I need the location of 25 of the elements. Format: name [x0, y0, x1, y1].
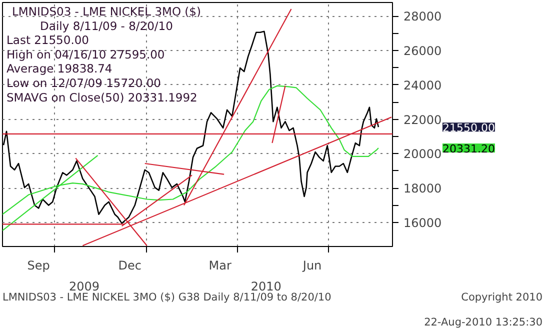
annotation: High on 04/16/10 27595.00 [6, 47, 165, 62]
annotation: Average 19838.74 [6, 62, 112, 76]
annotation: Last 21550.00 [6, 33, 89, 48]
text: LMNIDS03 - LME NICKEL 3MO ($) G38 Daily 8/11/09 to 8/20/10 [2, 292, 332, 304]
text: 21550.00 [442, 122, 495, 135]
text: 22-Aug-2010 13:25:30 [424, 316, 543, 328]
y-tick-label: 24000 [404, 78, 442, 92]
y-tick-label: 22000 [404, 112, 442, 127]
y-tick-label: 26000 [404, 44, 442, 58]
x-tick-label: Dec [118, 258, 142, 272]
annotation: Low on 12/07/09 15720.00 [6, 76, 161, 90]
text: 20331.20 [442, 142, 495, 156]
y-tick-label: 28000 [404, 10, 442, 24]
x-tick-label: Mar [208, 258, 232, 272]
y-tick-label: 20000 [404, 147, 442, 162]
y-tick-label: 16000 [404, 216, 442, 230]
y-tick-label: 18000 [404, 182, 442, 196]
text: Copyright 2010 [461, 292, 543, 304]
annotation: SMAVG on Close(50) 20331.1992 [6, 90, 198, 104]
text: 2009 [68, 280, 100, 294]
text: Daily 8/11/09 - 8/20/10 [40, 18, 173, 33]
x-tick-label: Sep [27, 258, 50, 272]
chart-title: LMNIDS03 - LME NICKEL 3MO ($) [12, 4, 201, 18]
x-tick-label: Jun [302, 258, 322, 272]
text: 2010 [250, 280, 282, 294]
